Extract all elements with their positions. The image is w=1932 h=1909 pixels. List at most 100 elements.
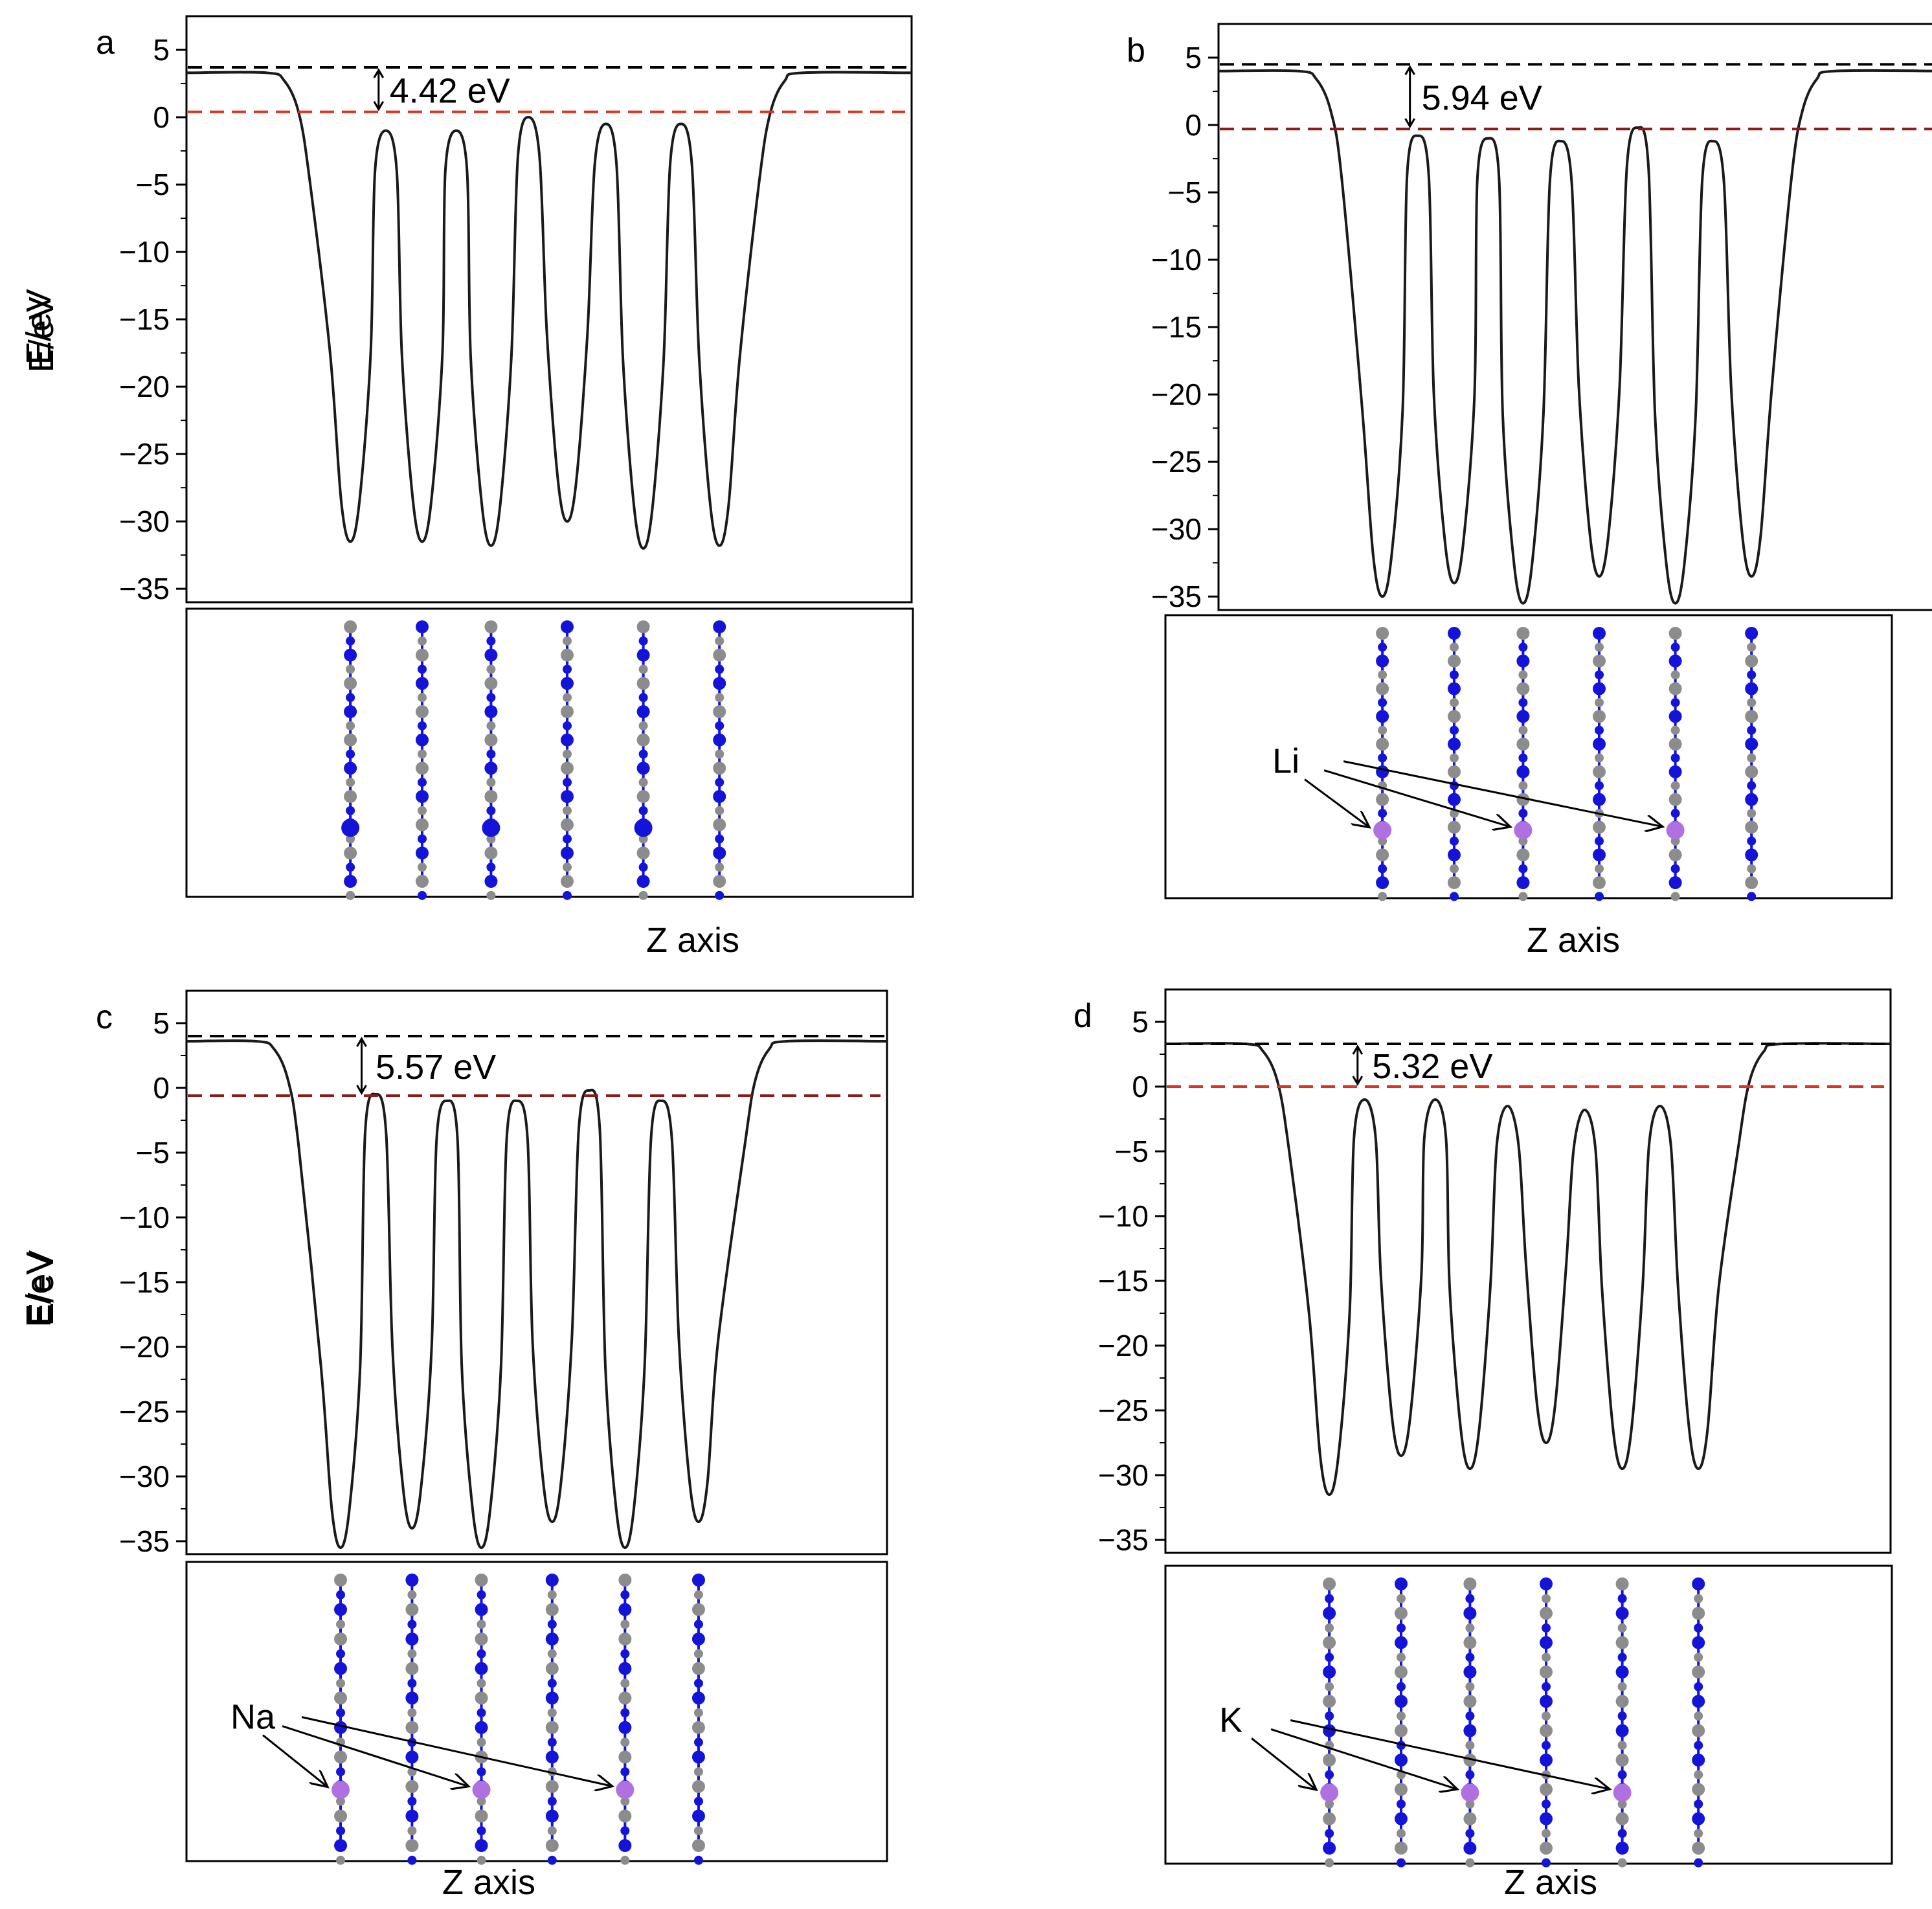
arrow-head-down <box>1404 118 1415 129</box>
carbon-atom <box>713 648 726 662</box>
y-axis-label: E/eV <box>19 1252 58 1327</box>
carbon-atom <box>1540 1724 1553 1737</box>
nitrogen-atom <box>1593 627 1606 640</box>
carbon-atom <box>1668 848 1682 862</box>
carbon-atom <box>1595 697 1604 707</box>
carbon-atom <box>715 693 724 703</box>
carbon-atom <box>1395 1842 1408 1855</box>
y-tick-label: −15 <box>119 302 170 336</box>
metal-atom <box>616 1780 635 1799</box>
carbon-atom <box>638 664 648 674</box>
carbon-atom <box>636 790 650 803</box>
nitrogen-atom <box>1323 1724 1336 1737</box>
nitrogen-atom <box>1745 793 1758 806</box>
carbon-atom <box>346 664 355 674</box>
well-minimum-point <box>489 544 493 547</box>
nitrogen-atom <box>1463 1607 1477 1620</box>
nitrogen-atom <box>1395 1754 1408 1767</box>
carbon-atom <box>713 875 726 888</box>
well-minimum-point <box>1328 1493 1331 1496</box>
nitrogen-atom <box>618 1603 632 1616</box>
atom-chain <box>472 1574 491 1865</box>
nitrogen-atom <box>1448 848 1461 862</box>
arrow-head-up <box>373 68 385 78</box>
nitrogen-atom <box>416 733 429 747</box>
y-tick-label: −10 <box>1098 1199 1149 1233</box>
carbon-atom <box>1540 1783 1553 1796</box>
atom-chain <box>405 1574 419 1865</box>
nitrogen-atom <box>1378 697 1387 707</box>
y-tick-label: −25 <box>1151 445 1202 479</box>
carbon-atom <box>715 863 724 872</box>
y-tick-label: −15 <box>1098 1264 1149 1298</box>
nitrogen-atom <box>407 1855 417 1865</box>
atom-chain <box>1692 1577 1705 1868</box>
metal-atom <box>331 1780 350 1799</box>
nitrogen-atom <box>563 890 572 900</box>
nitrogen-atom <box>1518 753 1528 763</box>
carbon-atom <box>1615 1812 1629 1825</box>
nitrogen-atom <box>1465 1594 1475 1603</box>
carbon-atom <box>1745 654 1758 668</box>
nitrogen-atom <box>1668 876 1682 889</box>
plot-frame <box>185 989 888 1555</box>
nitrogen-atom <box>1593 848 1606 862</box>
carbon-atom <box>561 762 574 775</box>
dopant-arrow <box>262 1734 326 1786</box>
carbon-atom <box>1692 1783 1705 1796</box>
nitrogen-atom <box>418 664 427 674</box>
carbon-atom <box>1518 781 1528 791</box>
structure-frame <box>1164 1564 1893 1865</box>
nitrogen-atom <box>691 1574 705 1587</box>
y-axis-label: E/eV <box>19 289 58 365</box>
y-tick-label: −20 <box>1151 378 1202 411</box>
nitrogen-atom <box>1325 1653 1334 1662</box>
nitrogen-atom <box>1378 642 1387 652</box>
carbon-atom <box>405 1721 419 1734</box>
carbon-atom <box>416 875 429 888</box>
carbon-atom <box>1745 876 1758 889</box>
atom-chain <box>634 620 653 900</box>
carbon-atom <box>1395 1783 1408 1796</box>
nitrogen-atom <box>713 733 726 747</box>
nitrogen-atom <box>1540 1812 1553 1825</box>
nitrogen-atom <box>1376 765 1389 778</box>
carbon-atom <box>1668 627 1682 640</box>
carbon-atom <box>620 1855 630 1865</box>
carbon-atom <box>1465 1623 1475 1632</box>
nitrogen-atom <box>482 819 500 837</box>
y-tick-label: −15 <box>1151 310 1202 344</box>
nitrogen-atom <box>484 762 498 775</box>
carbon-atom <box>620 1620 630 1629</box>
nitrogen-atom <box>1694 1858 1703 1868</box>
nitrogen-atom <box>1617 1653 1627 1662</box>
carbon-atom <box>344 733 357 747</box>
carbon-atom <box>344 620 357 633</box>
nitrogen-atom <box>346 863 355 872</box>
y-tick-label: −20 <box>119 1330 170 1364</box>
nitrogen-atom <box>1397 1682 1406 1691</box>
nitrogen-atom <box>1325 1770 1334 1779</box>
structure-frame <box>185 1561 888 1862</box>
nitrogen-atom <box>1595 781 1604 791</box>
nitrogen-atom <box>484 705 498 718</box>
carbon-atom <box>1615 1754 1629 1767</box>
panel-b: 5 0 −5 −10 −15 −20 −25 −30 −35 E/eV b 5.94 eV Li Z ax… <box>22 23 1932 960</box>
carbon-atom <box>484 733 498 747</box>
nitrogen-atom <box>1745 627 1758 640</box>
carbon-atom <box>1595 642 1604 652</box>
y-tick-label: 0 <box>153 100 170 134</box>
atom-chain <box>1593 627 1606 901</box>
y-tick-label: 5 <box>1185 41 1202 74</box>
y-tick-label: −5 <box>136 168 170 201</box>
nitrogen-atom <box>1694 1623 1703 1632</box>
nitrogen-atom <box>1694 1800 1703 1809</box>
nitrogen-atom <box>477 1767 486 1777</box>
carbon-atom <box>1465 1682 1475 1691</box>
y-tick-label: −35 <box>1098 1523 1149 1557</box>
nitrogen-atom <box>1747 670 1757 680</box>
y-tick-label: −20 <box>1098 1329 1149 1362</box>
y-tick-label: −20 <box>119 370 170 403</box>
carbon-atom <box>561 648 574 662</box>
nitrogen-atom <box>486 749 496 759</box>
